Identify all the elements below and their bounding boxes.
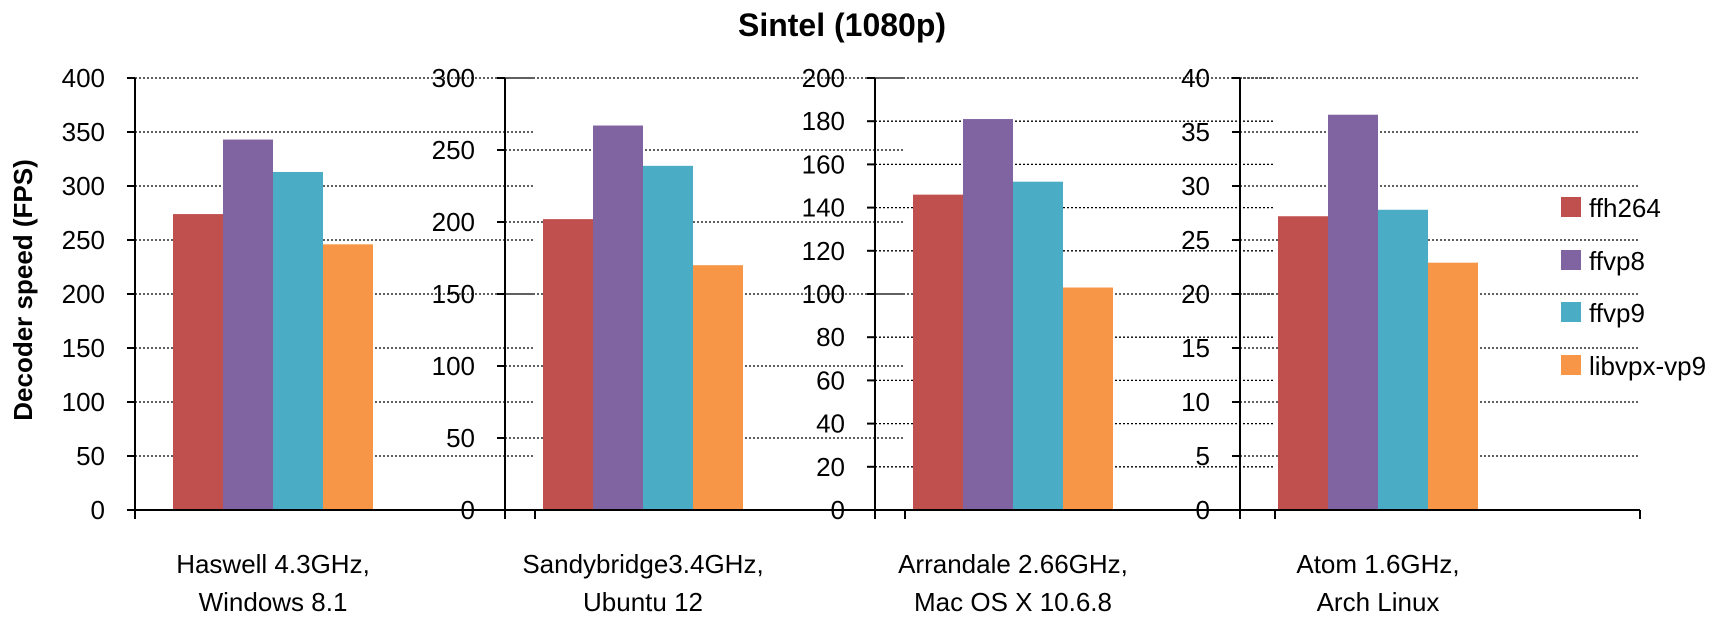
category-label: Atom 1.6GHz, bbox=[1296, 549, 1459, 579]
y-tick-label: 140 bbox=[802, 193, 845, 223]
y-tick-label: 25 bbox=[1181, 225, 1210, 255]
bar-ffvp9 bbox=[273, 171, 323, 510]
legend-label: ffvp8 bbox=[1589, 246, 1645, 276]
y-tick-label: 80 bbox=[816, 322, 845, 352]
y-axis-label: Decoder speed (FPS) bbox=[8, 159, 38, 421]
legend-swatch bbox=[1561, 197, 1581, 217]
y-tick-label: 250 bbox=[432, 135, 475, 165]
y-tick-label: 5 bbox=[1196, 441, 1210, 471]
y-tick-label: 30 bbox=[1181, 171, 1210, 201]
y-tick-label: 0 bbox=[831, 495, 845, 525]
y-tick-label: 50 bbox=[446, 423, 475, 453]
y-tick-label: 150 bbox=[432, 279, 475, 309]
bar-ffvp9 bbox=[1378, 209, 1428, 510]
legend-swatch bbox=[1561, 355, 1581, 375]
y-tick-label: 120 bbox=[802, 236, 845, 266]
y-tick-label: 100 bbox=[432, 351, 475, 381]
bar-ffvp9 bbox=[643, 165, 693, 510]
legend: ffh264 ffvp8 ffvp9 libvpx-vp9 bbox=[1561, 193, 1706, 381]
category-label: Ubuntu 12 bbox=[583, 587, 703, 617]
legend-label: libvpx-vp9 bbox=[1589, 351, 1706, 381]
bar-libvpx-vp9 bbox=[1428, 262, 1478, 510]
y-tick-label: 35 bbox=[1181, 117, 1210, 147]
y-tick-label: 10 bbox=[1181, 387, 1210, 417]
y-tick-label: 300 bbox=[432, 63, 475, 93]
category-label: Mac OS X 10.6.8 bbox=[914, 587, 1112, 617]
y-tick-label: 150 bbox=[62, 333, 105, 363]
y-tick-label: 400 bbox=[62, 63, 105, 93]
y-tick-label: 100 bbox=[62, 387, 105, 417]
bar-ffh264 bbox=[913, 194, 963, 510]
y-tick-label: 250 bbox=[62, 225, 105, 255]
category-label: Arch Linux bbox=[1317, 587, 1440, 617]
y-tick-label: 40 bbox=[1181, 63, 1210, 93]
legend-item-libvpx-vp9: libvpx-vp9 bbox=[1561, 351, 1706, 381]
y-tick-label: 200 bbox=[432, 207, 475, 237]
panel-4: 0 5 10 15 20 25 30 35 40 Atom 1.6GHz, Arch Linux bbox=[1181, 63, 1641, 617]
legend-label: ffvp9 bbox=[1589, 298, 1645, 328]
category-label: Arrandale 2.66GHz, bbox=[898, 549, 1128, 579]
y-tick-label: 160 bbox=[802, 149, 845, 179]
y-tick-label: 20 bbox=[816, 452, 845, 482]
y-tick-label: 50 bbox=[76, 441, 105, 471]
y-tick-label: 200 bbox=[802, 63, 845, 93]
legend-swatch bbox=[1561, 250, 1581, 270]
y-tick-label: 0 bbox=[91, 495, 105, 525]
bar-ffvp8 bbox=[1328, 114, 1378, 510]
y-tick-label: 15 bbox=[1181, 333, 1210, 363]
bar-ffvp8 bbox=[223, 139, 273, 510]
y-tick-label: 60 bbox=[816, 365, 845, 395]
bar-ffvp8 bbox=[593, 125, 643, 511]
panel-1: 0 50 100 150 200 250 300 350 400 Haswell 4.3GHz, W… bbox=[62, 63, 536, 617]
bar-ffh264 bbox=[1278, 216, 1328, 511]
category-label: Windows 8.1 bbox=[199, 587, 348, 617]
bar-libvpx-vp9 bbox=[323, 244, 373, 510]
y-tick-label: 40 bbox=[816, 409, 845, 439]
category-label: Haswell 4.3GHz, bbox=[176, 549, 370, 579]
legend-item-ffh264: ffh264 bbox=[1561, 193, 1661, 223]
y-tick-label: 350 bbox=[62, 117, 105, 147]
bar-libvpx-vp9 bbox=[693, 265, 743, 510]
y-tick-label: 0 bbox=[1196, 495, 1210, 525]
legend-item-ffvp9: ffvp9 bbox=[1561, 298, 1645, 328]
category-label: Sandybridge3.4GHz, bbox=[522, 549, 763, 579]
chart-title: Sintel (1080p) bbox=[738, 7, 946, 43]
bar-ffvp9 bbox=[1013, 181, 1063, 510]
bar-ffh264 bbox=[173, 214, 223, 510]
y-tick-label: 0 bbox=[461, 495, 475, 525]
y-tick-label: 20 bbox=[1181, 279, 1210, 309]
legend-item-ffvp8: ffvp8 bbox=[1561, 246, 1645, 276]
bar-ffvp8 bbox=[963, 119, 1013, 510]
y-tick-label: 300 bbox=[62, 171, 105, 201]
legend-label: ffh264 bbox=[1589, 193, 1661, 223]
y-tick-label: 180 bbox=[802, 106, 845, 136]
bar-libvpx-vp9 bbox=[1063, 287, 1113, 510]
y-tick-label: 200 bbox=[62, 279, 105, 309]
y-tick-label: 100 bbox=[802, 279, 845, 309]
legend-swatch bbox=[1561, 302, 1581, 322]
bar-ffh264 bbox=[543, 219, 593, 510]
panel-2: 050100150200250300Sandybridge3.4GHz,Ubun… bbox=[432, 63, 906, 617]
